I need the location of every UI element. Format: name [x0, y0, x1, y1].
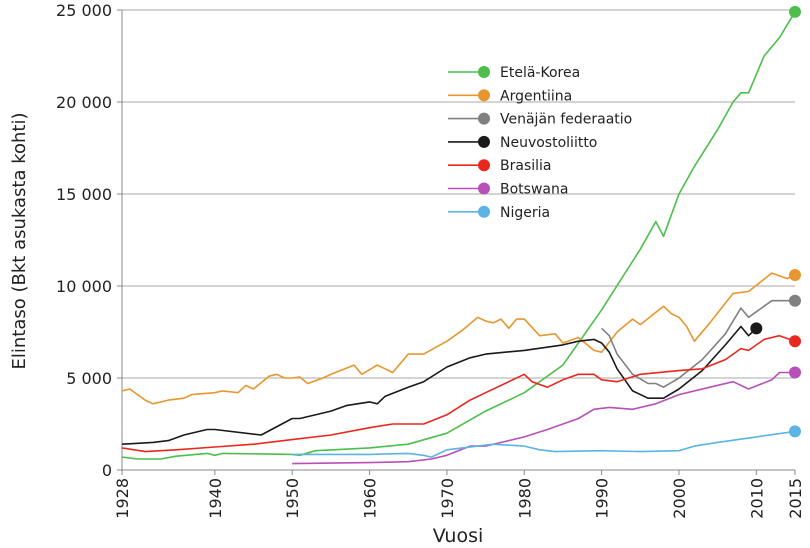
y-tick-label: 15 000: [56, 185, 112, 204]
series-line-5: [292, 371, 795, 465]
legend: Etelä-Korea Argentiina Venäjän federaatio N…: [448, 65, 632, 221]
x-tick-label: 2015: [786, 478, 805, 519]
series-lines: [121, 5, 801, 465]
series-end-marker: [789, 425, 801, 438]
y-tick-label: 0: [102, 461, 112, 480]
x-tick-label: 1970: [438, 478, 457, 519]
legend-label: Neuvostoliitto: [500, 135, 597, 151]
series-end-marker: [789, 5, 801, 18]
legend-label: Brasilia: [500, 158, 551, 174]
x-tick-label: 1928: [113, 478, 132, 519]
y-tick-label: 10 000: [56, 277, 112, 296]
legend-label: Nigeria: [500, 205, 550, 221]
series-line-2: [601, 299, 795, 388]
legend-label: Etelä-Korea: [500, 65, 580, 81]
series-end-marker: [789, 268, 801, 281]
legend-swatch-marker: [478, 112, 490, 125]
series-line-6: [292, 430, 796, 458]
gridlines: [122, 9, 795, 379]
series-end-marker: [789, 366, 801, 379]
legend-label: Venäjän federaatio: [500, 112, 632, 128]
legend-swatch-marker: [478, 66, 490, 78]
y-tick-label: 20 000: [56, 93, 112, 112]
series-end-marker: [750, 322, 763, 335]
x-tick-label: 1990: [593, 478, 612, 519]
y-tick-label: 5 000: [66, 369, 112, 388]
y-axis-label: Elintaso (Bkt asukasta kohti): [9, 113, 30, 370]
legend-swatch-marker: [478, 135, 490, 148]
series-line-3: [121, 325, 757, 445]
legend-swatch-marker: [478, 182, 490, 195]
legend-swatch-marker: [478, 159, 490, 172]
series-end-marker: [789, 335, 801, 348]
legend-label: Botswana: [500, 182, 568, 198]
y-tick-label: 25 000: [56, 1, 112, 20]
legend-label: Argentiina: [500, 88, 572, 104]
x-tick-label: 1940: [206, 478, 225, 519]
series-line-0: [121, 11, 796, 460]
x-tick-label: 1980: [515, 478, 534, 519]
legend-swatch-marker: [478, 89, 490, 102]
axes: 0 5 000 10 000 15 000 20 000 25 000 1928 1940 19…: [56, 1, 805, 519]
x-tick-label: 1960: [361, 478, 380, 519]
legend-swatch-marker: [478, 205, 490, 218]
series-line-4: [121, 334, 796, 453]
x-tick-label: 2000: [670, 478, 689, 519]
series-end-marker: [789, 294, 801, 307]
x-tick-label: 1950: [283, 478, 302, 519]
series-line-1: [121, 272, 796, 405]
x-tick-label: 2010: [747, 478, 766, 519]
x-axis-label: Vuosi: [433, 525, 484, 547]
